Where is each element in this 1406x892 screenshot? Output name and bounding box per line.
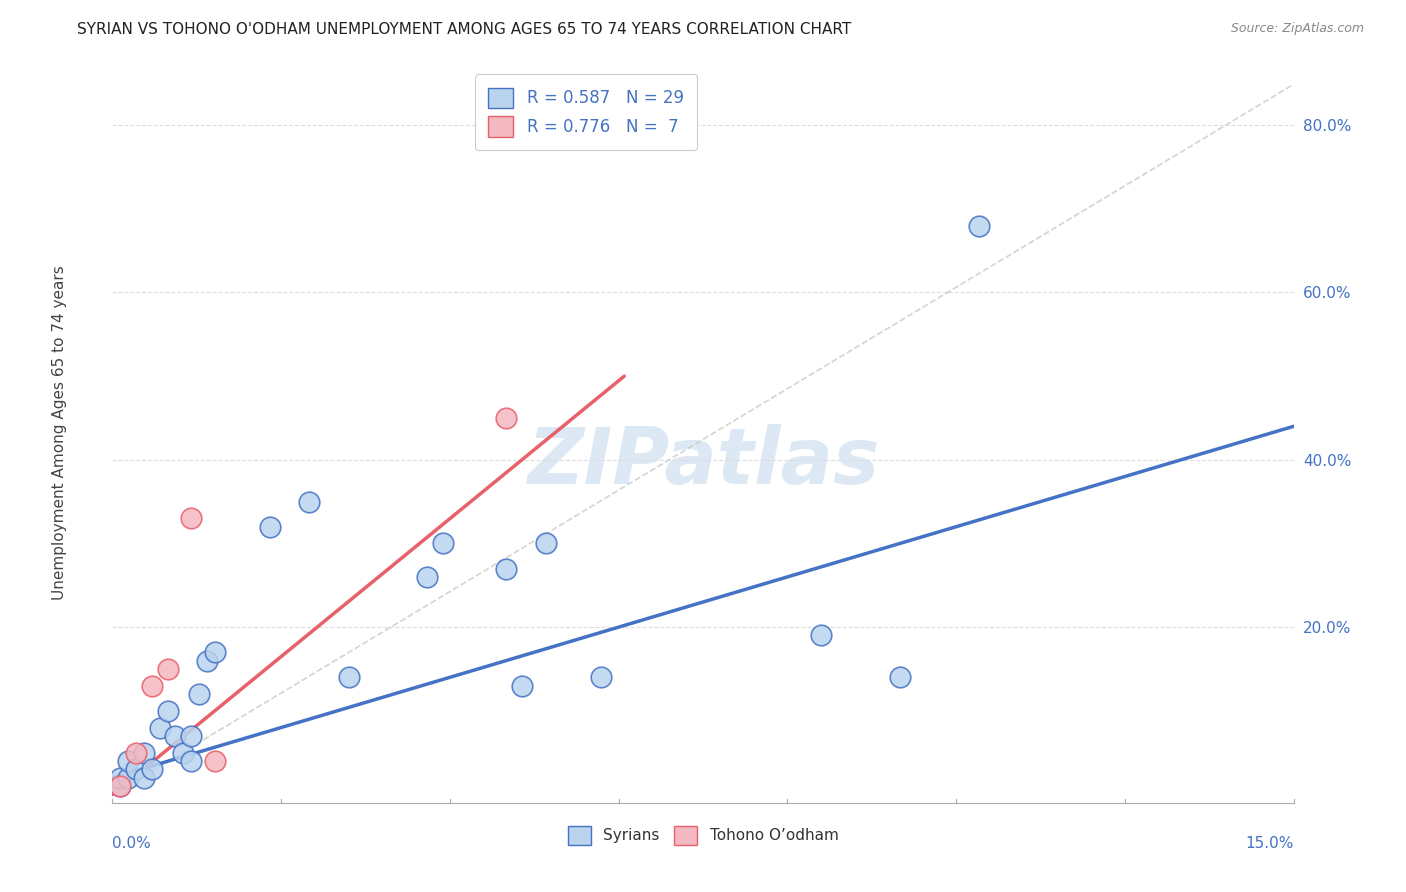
Point	[125, 762, 148, 776]
Point	[141, 762, 163, 776]
Text: 15.0%: 15.0%	[1246, 837, 1294, 851]
Text: 0.0%: 0.0%	[112, 837, 152, 851]
Point	[195, 654, 218, 668]
Point	[156, 662, 179, 676]
Point	[416, 570, 439, 584]
Point	[204, 754, 226, 768]
Text: Unemployment Among Ages 65 to 74 years: Unemployment Among Ages 65 to 74 years	[52, 265, 67, 600]
Point	[495, 561, 517, 575]
Legend: Syrians, Tohono O’odham: Syrians, Tohono O’odham	[561, 820, 845, 851]
Point	[156, 704, 179, 718]
Point	[510, 679, 533, 693]
Point	[149, 721, 172, 735]
Text: SYRIAN VS TOHONO O'ODHAM UNEMPLOYMENT AMONG AGES 65 TO 74 YEARS CORRELATION CHAR: SYRIAN VS TOHONO O'ODHAM UNEMPLOYMENT AM…	[77, 22, 852, 37]
Point	[125, 746, 148, 760]
Point	[180, 511, 202, 525]
Text: ZIPatlas: ZIPatlas	[527, 425, 879, 500]
Point	[117, 771, 139, 785]
Point	[180, 754, 202, 768]
Point	[534, 536, 557, 550]
Point	[259, 520, 281, 534]
Point	[204, 645, 226, 659]
Point	[810, 628, 832, 642]
Point	[110, 771, 132, 785]
Point	[967, 219, 990, 233]
Text: Source: ZipAtlas.com: Source: ZipAtlas.com	[1230, 22, 1364, 36]
Point	[172, 746, 194, 760]
Point	[110, 779, 132, 793]
Point	[188, 687, 211, 701]
Point	[132, 746, 155, 760]
Point	[117, 754, 139, 768]
Point	[337, 670, 360, 684]
Point	[495, 411, 517, 425]
Point	[589, 670, 612, 684]
Point	[432, 536, 454, 550]
Point	[180, 729, 202, 743]
Point	[132, 771, 155, 785]
Point	[141, 679, 163, 693]
Point	[110, 779, 132, 793]
Point	[165, 729, 187, 743]
Point	[889, 670, 911, 684]
Point	[298, 494, 321, 508]
